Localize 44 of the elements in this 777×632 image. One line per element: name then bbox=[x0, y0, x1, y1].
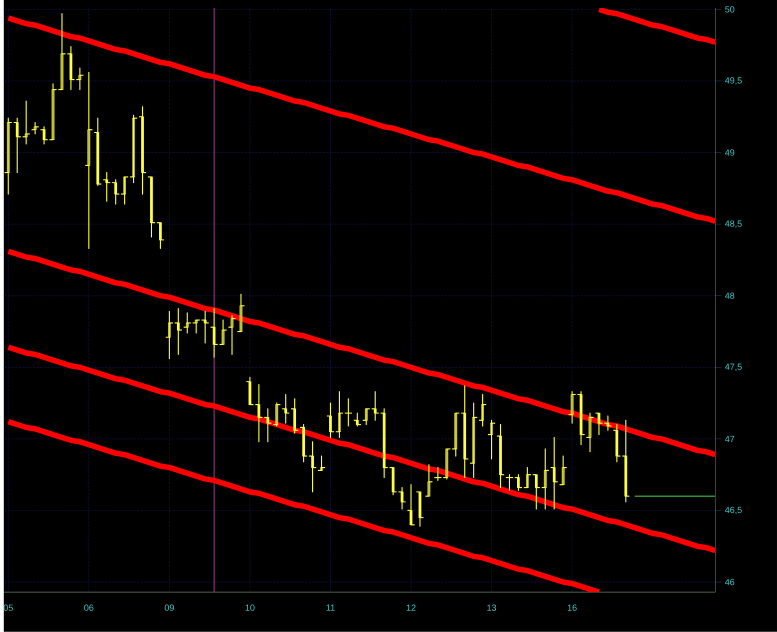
y-tick-label: 49,5 bbox=[724, 77, 742, 85]
candlestick bbox=[66, 46, 76, 90]
x-tick-label: 16 bbox=[568, 604, 577, 611]
candlestick bbox=[84, 72, 93, 250]
candlestick bbox=[470, 402, 478, 478]
candlestick bbox=[30, 122, 40, 135]
candlestick bbox=[496, 424, 505, 488]
candlestick bbox=[308, 441, 317, 492]
x-tick-label: 10 bbox=[246, 604, 255, 611]
y-tick-label: 48 bbox=[724, 292, 734, 299]
candlestick bbox=[228, 315, 236, 356]
y-tick-label: 49 bbox=[724, 149, 734, 156]
candlestick bbox=[335, 391, 344, 438]
x-tick-label: 11 bbox=[326, 604, 335, 611]
y-tick-label: 46,5 bbox=[724, 506, 742, 514]
candlestick bbox=[290, 398, 299, 434]
candlestick bbox=[586, 412, 594, 452]
candlestick bbox=[478, 394, 487, 427]
x-tick-label: 06 bbox=[84, 604, 94, 611]
x-tick-label: 12 bbox=[406, 604, 416, 611]
candlestick bbox=[505, 474, 514, 492]
candlestick bbox=[282, 394, 290, 424]
candlestick bbox=[514, 474, 523, 492]
candlestick bbox=[398, 487, 406, 510]
candlestick bbox=[604, 415, 612, 431]
candlestick bbox=[326, 402, 335, 438]
x-tick-label: 13 bbox=[487, 604, 496, 611]
y-tick-label: 48,5 bbox=[724, 220, 742, 228]
y-tick-label: 47 bbox=[724, 436, 734, 442]
candlestick bbox=[129, 114, 138, 184]
y-tick-label: 50 bbox=[725, 6, 734, 13]
candlestick bbox=[299, 424, 308, 462]
x-tick-label: 09 bbox=[164, 604, 174, 611]
y-tick-label: 47,5 bbox=[724, 364, 742, 371]
y-tick-label: 46 bbox=[724, 578, 734, 586]
candlestick bbox=[576, 391, 586, 446]
candlestick bbox=[487, 420, 496, 460]
candlestick bbox=[344, 398, 352, 427]
candlestick bbox=[210, 308, 218, 358]
candlestick bbox=[550, 436, 558, 510]
candlestick bbox=[76, 68, 84, 90]
candlestick bbox=[138, 106, 147, 195]
candlestick bbox=[40, 126, 48, 145]
candlestick bbox=[568, 391, 576, 424]
